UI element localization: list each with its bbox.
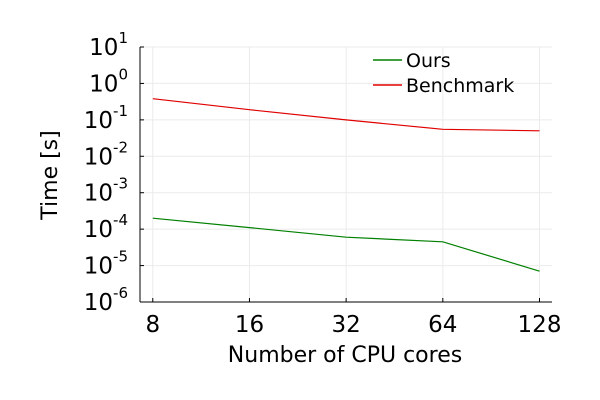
series-line-ours	[152, 217, 540, 272]
y-tick-label: 10-5	[84, 248, 128, 280]
series-line-benchmark	[152, 98, 540, 132]
y-tick-label: 10-6	[84, 284, 128, 316]
x-tick-label: 8	[145, 312, 160, 338]
y-tick-label: 10-2	[84, 138, 128, 170]
x-tick-label: 64	[428, 312, 457, 338]
y-tick-label: 10-3	[84, 175, 128, 207]
x-tick-label: 16	[235, 312, 264, 338]
x-tick-label: 128	[518, 312, 562, 338]
y-tick-label: 10-1	[84, 102, 128, 134]
y-tick-label: 10-4	[84, 211, 128, 243]
legend-label-benchmark: Benchmark	[406, 75, 514, 97]
tick-labels: 8 16 32 64 128 10-6 10-5 10-4 10-3 10-2 10-1 100 101	[84, 29, 562, 338]
axes	[139, 46, 552, 303]
x-axis-label: Number of CPU cores	[228, 343, 462, 368]
y-axis-label: Time [s]	[38, 130, 63, 220]
y-tick-label: 100	[89, 65, 128, 97]
y-tick-label: 101	[89, 29, 128, 61]
x-tick-label: 32	[331, 312, 360, 338]
legend-label-ours: Ours	[406, 50, 451, 72]
series	[152, 98, 540, 272]
legend: Ours Benchmark	[373, 50, 514, 97]
